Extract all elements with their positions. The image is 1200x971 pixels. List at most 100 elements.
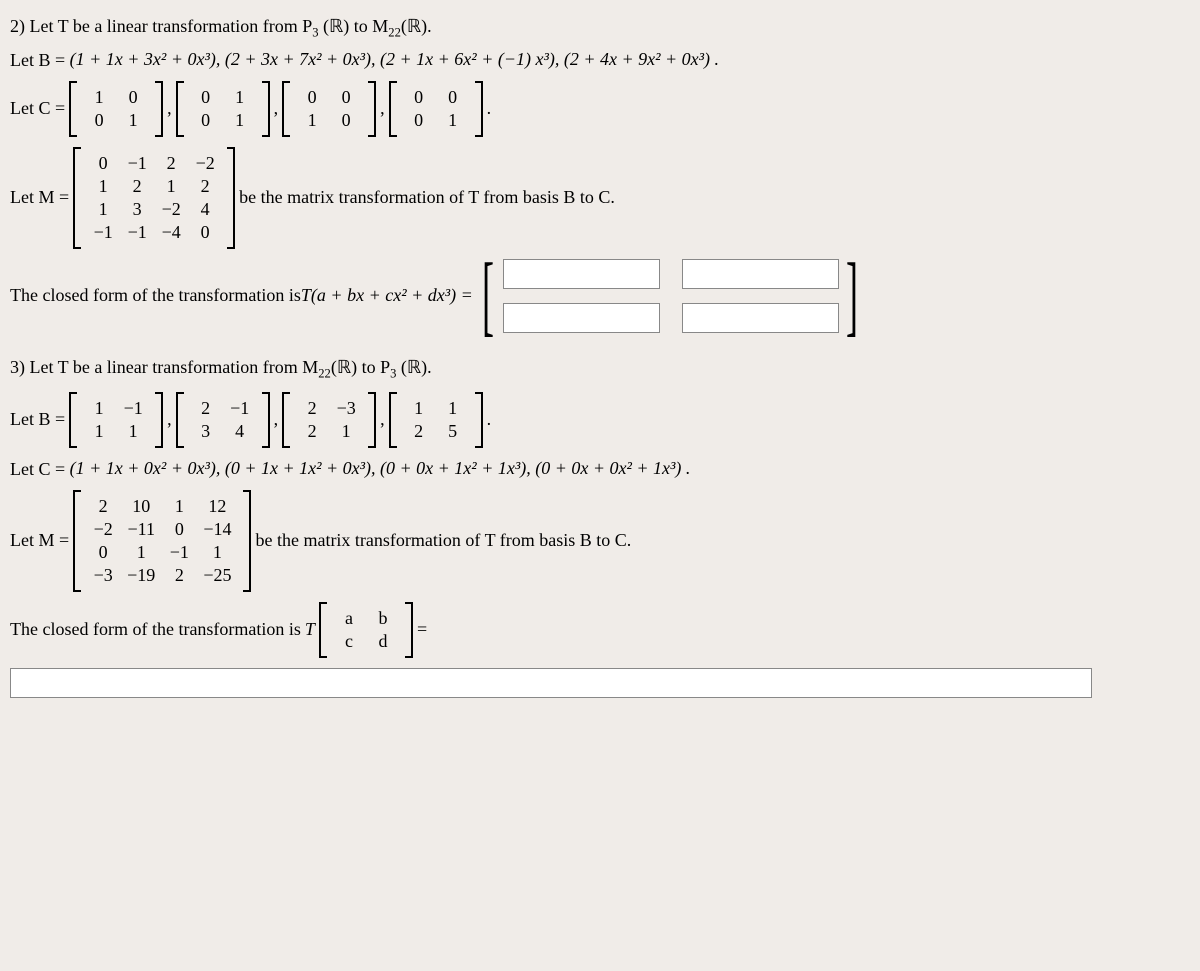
closed-expr: T(a + bx + cx² + dx³) = (301, 285, 473, 306)
matrix-cell: 1 (89, 398, 109, 419)
matrix-cell: 1 (302, 110, 322, 131)
matrix-cell: 0 (302, 87, 322, 108)
matrix-cell: 0 (409, 87, 429, 108)
matrix-cell: c (339, 631, 359, 652)
answer-input-long[interactable] (10, 668, 1092, 698)
matrix-cell: b (373, 608, 393, 629)
sub: 22 (318, 367, 331, 381)
q3-let-b: Let B = 1−111, 2−134, 2−321, 1125. (10, 392, 1190, 448)
matrix-cell: −1 (93, 222, 113, 243)
matrix-cell: −1 (127, 222, 147, 243)
matrix-cell: 12 (203, 496, 231, 517)
let-b-label: Let B = (10, 50, 65, 71)
matrix-cell: 1 (230, 87, 250, 108)
matrix-cell: 1 (169, 496, 189, 517)
matrix-abcd: abcd (319, 602, 413, 658)
matrix-cell: −3 (336, 398, 356, 419)
matrix-cell: 1 (443, 110, 463, 131)
matrix-cell: a (339, 608, 359, 629)
q2-let-c: Let C = 1001, 0101, 0010, 0001. (10, 81, 1190, 137)
matrix-cell: −19 (127, 565, 155, 586)
q2-let-m: Let M = 0−12−2121213−24−1−1−40 be the ma… (10, 147, 1190, 249)
matrix-c3: 0010 (282, 81, 376, 137)
matrix-cell: 10 (127, 496, 155, 517)
matrix-cell: 2 (127, 176, 147, 197)
matrix-cell: 0 (443, 87, 463, 108)
answer-input-21[interactable] (503, 303, 660, 333)
matrix-m: 0−12−2121213−24−1−1−40 (73, 147, 235, 249)
let-b-polys: (1 + 1x + 3x² + 0x³), (2 + 3x + 7x² + 0x… (70, 49, 719, 69)
matrix-m: 210112−2−110−1401−11−3−192−25 (73, 490, 251, 592)
matrix-b1: 1−111 (69, 392, 163, 448)
matrix-cell: 0 (336, 87, 356, 108)
matrix-cell: 1 (123, 110, 143, 131)
text: (ℝ). (396, 357, 431, 377)
q2-let-b: Let B = (1 + 1x + 3x² + 0x³), (2 + 3x + … (10, 49, 1190, 71)
matrix-cell: 0 (409, 110, 429, 131)
matrix-cell: 0 (195, 222, 215, 243)
let-b-label: Let B = (10, 409, 65, 430)
text: (ℝ). (401, 16, 432, 36)
matrix-cell: 1 (127, 542, 155, 563)
text: (ℝ) to P (331, 357, 390, 377)
matrix-cell: 0 (336, 110, 356, 131)
closed-label: The closed form of the transformation is (10, 285, 301, 306)
let-m-label: Let M = (10, 530, 69, 551)
matrix-cell: 1 (161, 176, 181, 197)
answer-input-22[interactable] (682, 303, 839, 333)
matrix-cell: −3 (93, 565, 113, 586)
matrix-cell: 2 (302, 421, 322, 442)
let-m-label: Let M = (10, 187, 69, 208)
sub: 22 (388, 26, 401, 40)
matrix-cell: 1 (93, 199, 113, 220)
matrix-cell: −1 (123, 398, 143, 419)
q3-prompt: 3) Let T be a linear transformation from… (10, 357, 1190, 382)
matrix-cell: 4 (195, 199, 215, 220)
answer-input-12[interactable] (682, 259, 839, 289)
matrix-cell: 5 (443, 421, 463, 442)
q2-closed-form: The closed form of the transformation is… (10, 259, 1190, 333)
matrix-cell: 2 (196, 398, 216, 419)
closed-label: The closed form of the transformation is (10, 619, 301, 640)
matrix-cell: 4 (230, 421, 250, 442)
matrix-cell: −1 (230, 398, 250, 419)
matrix-cell: 1 (89, 421, 109, 442)
matrix-cell: 0 (196, 87, 216, 108)
matrix-cell: 1 (336, 421, 356, 442)
matrix-b2: 2−134 (176, 392, 270, 448)
matrix-c2: 0101 (176, 81, 270, 137)
q3-let-c: Let C = (1 + 1x + 0x² + 0x³), (0 + 1x + … (10, 458, 1190, 480)
answer-matrix: [ ] (473, 259, 867, 333)
matrix-cell: 0 (169, 519, 189, 540)
equals: = (417, 619, 427, 640)
m-desc: be the matrix transformation of T from b… (255, 530, 631, 551)
matrix-cell: 0 (196, 110, 216, 131)
matrix-cell: 0 (123, 87, 143, 108)
matrix-cell: −1 (127, 153, 147, 174)
answer-input-11[interactable] (503, 259, 660, 289)
matrix-b4: 1125 (389, 392, 483, 448)
q3-closed-form: The closed form of the transformation is… (10, 602, 1190, 658)
matrix-cell: 0 (89, 110, 109, 131)
matrix-cell: −4 (161, 222, 181, 243)
matrix-b3: 2 −3 21 (282, 392, 376, 448)
matrix-cell: −2 (161, 199, 181, 220)
matrix-cell: 0 (93, 542, 113, 563)
matrix-cell: 1 (93, 176, 113, 197)
matrix-cell: 2 (302, 398, 322, 419)
let-c-polys: (1 + 1x + 0x² + 0x³), (0 + 1x + 1x² + 0x… (70, 458, 691, 478)
question-3: 3) Let T be a linear transformation from… (10, 357, 1190, 698)
matrix-cell: 2 (409, 421, 429, 442)
matrix-cell: 3 (127, 199, 147, 220)
matrix-cell: 1 (89, 87, 109, 108)
q3-let-m: Let M = 210112−2−110−1401−11−3−192−25 be… (10, 490, 1190, 592)
matrix-c1: 1001 (69, 81, 163, 137)
matrix-cell: 2 (161, 153, 181, 174)
let-c-label: Let C = (10, 98, 65, 119)
question-2: 2) Let T be a linear transformation from… (10, 16, 1190, 333)
matrix-cell: −1 (169, 542, 189, 563)
matrix-cell: −25 (203, 565, 231, 586)
matrix-cell: 1 (203, 542, 231, 563)
matrix-cell: 2 (93, 496, 113, 517)
closed-T: T (305, 619, 315, 640)
